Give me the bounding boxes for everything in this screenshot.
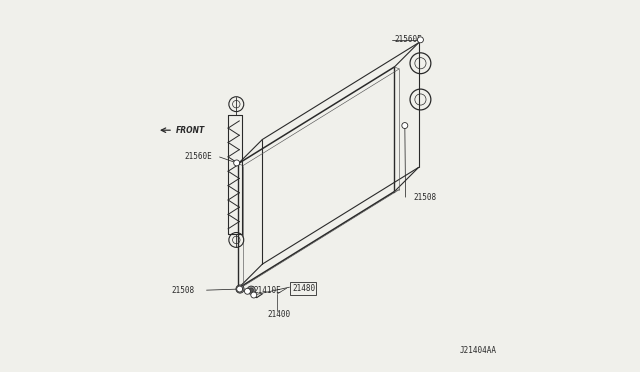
Circle shape: [249, 288, 253, 292]
Circle shape: [238, 287, 243, 291]
Text: J21404AA: J21404AA: [460, 346, 497, 355]
Text: 21560E: 21560E: [394, 35, 422, 44]
Circle shape: [244, 288, 250, 294]
Circle shape: [247, 286, 255, 294]
Text: 21560E: 21560E: [184, 152, 212, 161]
Text: 21410E: 21410E: [253, 286, 281, 295]
Text: 21480: 21480: [292, 284, 316, 293]
Circle shape: [236, 285, 244, 293]
Text: 21508: 21508: [172, 286, 195, 295]
Circle shape: [417, 37, 424, 43]
Circle shape: [251, 292, 257, 298]
Circle shape: [402, 123, 408, 129]
Circle shape: [234, 160, 239, 166]
Text: FRONT: FRONT: [175, 126, 205, 135]
Text: 21400: 21400: [268, 310, 291, 319]
Text: 21508: 21508: [413, 193, 436, 202]
Circle shape: [237, 286, 243, 292]
